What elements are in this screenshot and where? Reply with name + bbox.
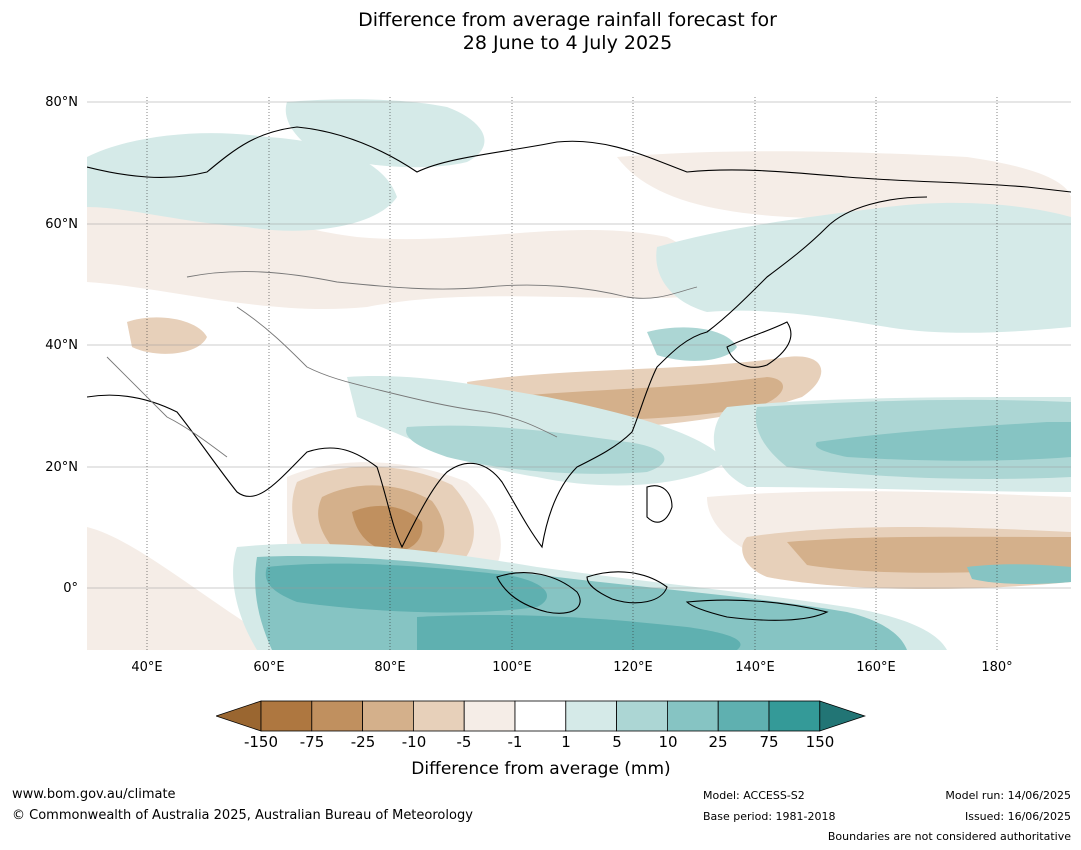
map-title: Difference from average rainfall forecas…: [0, 9, 1081, 55]
colorbar-tick: 10: [658, 733, 678, 751]
coastlines: [87, 126, 1071, 621]
country-borders: [106, 271, 698, 458]
base-period-text: Base period: 1981-2018: [703, 810, 836, 823]
colorbar-tick: 5: [612, 733, 622, 751]
lat-label-equator: 0°: [63, 581, 78, 596]
colorbar-swatch: [260, 700, 313, 732]
copyright-text: © Commonwealth of Australia 2025, Austra…: [12, 808, 473, 823]
lat-label-20n: 20°N: [45, 460, 78, 475]
title-line-1: Difference from average rainfall forecas…: [358, 9, 777, 31]
lon-label-80e: 80°E: [374, 660, 406, 675]
colorbar-min-arrow: [216, 700, 262, 732]
model-text: Model: ACCESS-S2: [703, 789, 805, 802]
lon-label-140e: 140°E: [735, 660, 775, 675]
colorbar-tick: 1: [561, 733, 571, 751]
colorbar-swatch: [616, 700, 668, 732]
colorbar-swatch: [717, 700, 770, 732]
colorbar-label: Difference from average (mm): [411, 759, 671, 779]
lon-label-160e: 160°E: [856, 660, 896, 675]
model-run-text: Model run: 14/06/2025: [945, 789, 1071, 802]
colorbar-tick: -150: [243, 733, 279, 751]
colorbar-tick: 150: [805, 733, 835, 751]
colorbar-tick: 75: [759, 733, 779, 751]
wet-anomaly-fields: [87, 99, 1071, 650]
website-text: www.bom.gov.au/climate: [12, 787, 176, 802]
title-line-2: 28 June to 4 July 2025: [462, 32, 673, 54]
lat-label-40n: 40°N: [45, 338, 78, 353]
disclaimer-text: Boundaries are not considered authoritat…: [827, 830, 1071, 843]
lon-label-40e: 40°E: [131, 660, 163, 675]
colorbar: [216, 700, 866, 732]
lat-label-80n: 80°N: [45, 95, 78, 110]
colorbar-tick: -5: [456, 733, 472, 751]
issued-text: Issued: 16/06/2025: [964, 810, 1071, 823]
lon-label-60e: 60°E: [253, 660, 285, 675]
lon-label-180: 180°: [981, 660, 1013, 675]
lon-label-120e: 120°E: [613, 660, 653, 675]
meridians: [146, 97, 998, 650]
colorbar-tick: -25: [350, 733, 376, 751]
colorbar-swatch: [514, 700, 567, 732]
colorbar-swatches: [216, 700, 866, 732]
colorbar-swatch: [666, 700, 719, 732]
colorbar-swatch: [768, 700, 821, 732]
lat-label-60n: 60°N: [45, 217, 78, 232]
map-canvas: [87, 97, 1071, 650]
colorbar-swatch: [565, 700, 617, 732]
colorbar-swatch: [412, 700, 465, 732]
colorbar-swatch: [463, 700, 516, 732]
colorbar-swatch: [362, 700, 414, 732]
colorbar-tick: -75: [299, 733, 325, 751]
graticule: [87, 101, 1071, 589]
colorbar-swatch: [311, 700, 364, 732]
colorbar-tick: -1: [507, 733, 523, 751]
colorbar-tick: -10: [401, 733, 427, 751]
rainfall-anomaly-map: [87, 97, 1071, 650]
colorbar-max-arrow: [819, 700, 866, 732]
lon-label-100e: 100°E: [492, 660, 532, 675]
colorbar-tick: 25: [708, 733, 728, 751]
